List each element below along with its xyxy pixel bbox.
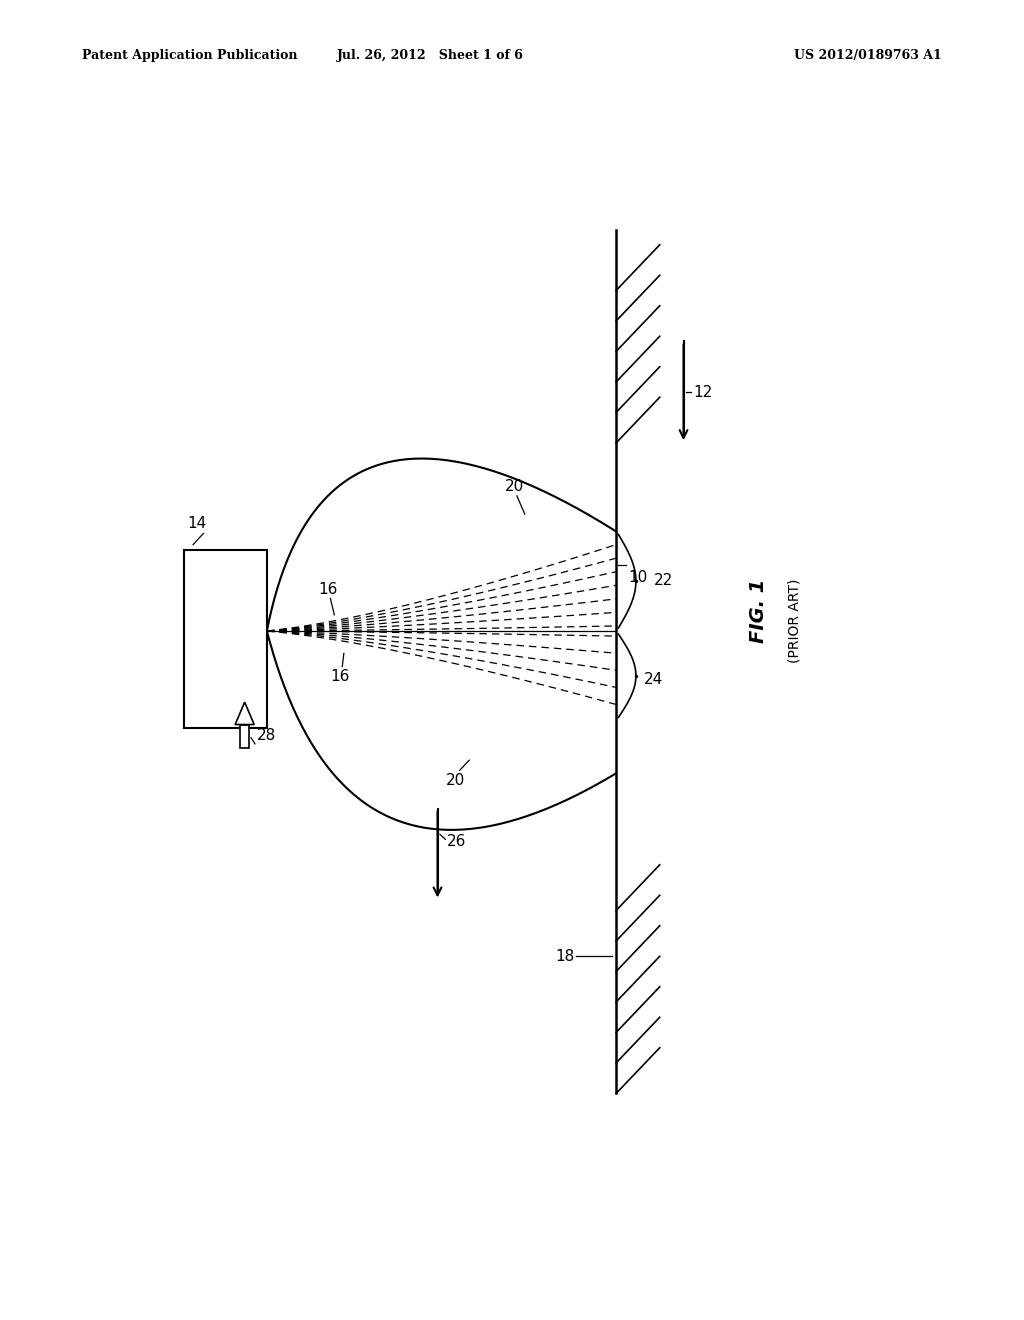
Text: Jul. 26, 2012   Sheet 1 of 6: Jul. 26, 2012 Sheet 1 of 6 <box>337 49 523 62</box>
Text: 20: 20 <box>445 774 465 788</box>
Text: 22: 22 <box>654 573 674 587</box>
Text: 10: 10 <box>628 570 647 585</box>
Text: 14: 14 <box>187 516 207 532</box>
Text: 24: 24 <box>644 672 664 688</box>
Text: FIG. 1: FIG. 1 <box>750 578 768 643</box>
Text: US 2012/0189763 A1: US 2012/0189763 A1 <box>795 49 942 62</box>
Text: Patent Application Publication: Patent Application Publication <box>82 49 297 62</box>
Text: 28: 28 <box>257 727 276 743</box>
Text: 18: 18 <box>556 949 574 964</box>
Text: (PRIOR ART): (PRIOR ART) <box>787 578 802 663</box>
Text: 20: 20 <box>505 479 524 494</box>
Bar <box>183 549 267 727</box>
Text: 12: 12 <box>693 384 713 400</box>
Polygon shape <box>236 702 254 725</box>
Bar <box>240 725 250 748</box>
Text: 26: 26 <box>447 834 466 849</box>
Text: 16: 16 <box>331 669 350 684</box>
Text: 16: 16 <box>318 582 338 598</box>
